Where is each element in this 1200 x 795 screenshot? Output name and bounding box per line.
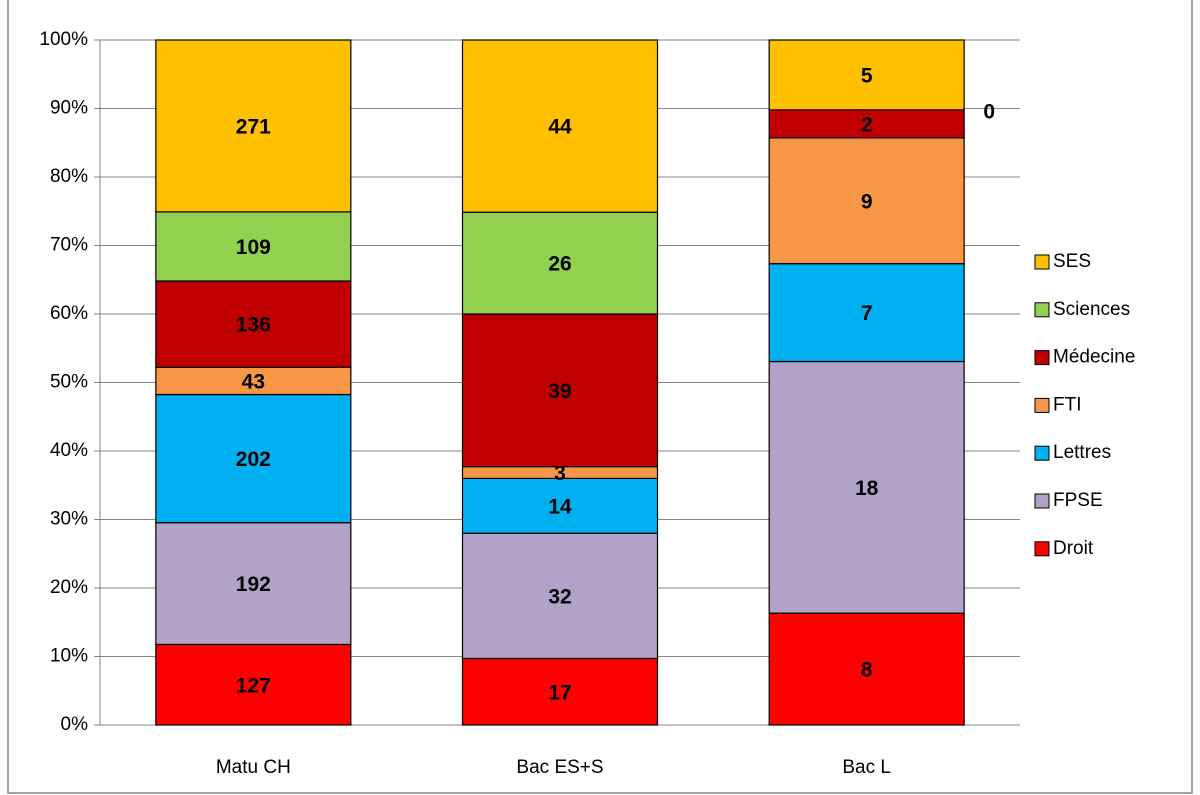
legend-label: SES (1053, 251, 1091, 272)
data-label: 18 (855, 477, 879, 500)
bar-segment (461, 532, 659, 660)
data-label: 32 (548, 585, 571, 608)
bar-segment (461, 39, 659, 213)
bar-segment (768, 137, 965, 265)
data-label: 136 (236, 314, 271, 337)
y-tick-label: 70% (50, 235, 88, 256)
data-label: 39 (548, 380, 571, 403)
data-label: 26 (548, 253, 571, 276)
data-label: 43 (242, 370, 265, 393)
data-label: 3 (554, 462, 566, 485)
legend-swatch (1034, 254, 1050, 270)
bar-segment (155, 211, 352, 282)
data-label: 0 (983, 100, 995, 123)
legend-swatch (1034, 302, 1050, 318)
legend-label: FTI (1053, 394, 1082, 415)
y-tick-label: 90% (50, 98, 88, 119)
x-tick-label: Matu CH (216, 757, 291, 778)
x-tick-label: Bac ES+S (516, 757, 603, 778)
y-tick-label: 100% (39, 29, 88, 50)
bar-segment (155, 393, 352, 524)
legend-label: Médecine (1053, 347, 1135, 368)
legend-label: FPSE (1053, 490, 1103, 511)
bar-segment (461, 211, 659, 315)
x-tick-label: Bac L (842, 757, 891, 778)
bar-segment (768, 612, 965, 726)
y-tick-label: 50% (50, 372, 88, 393)
data-label: 8 (861, 659, 873, 682)
legend-swatch (1034, 445, 1050, 461)
data-label: 5 (861, 64, 873, 87)
legend-label: Sciences (1053, 299, 1130, 320)
data-label: 9 (861, 190, 873, 213)
bar-segment (768, 39, 965, 111)
y-tick-label: 30% (50, 509, 88, 530)
bar-segment (768, 109, 965, 139)
bar-segment (461, 657, 659, 726)
data-label: 17 (548, 681, 571, 704)
legend-label: Lettres (1053, 442, 1111, 463)
legend-label: Droit (1053, 538, 1094, 559)
bar-segment (461, 477, 659, 534)
chart-border (7, 0, 1193, 794)
data-label: 127 (236, 674, 271, 697)
y-tick-label: 20% (50, 577, 88, 598)
y-tick-label: 80% (50, 166, 88, 187)
data-label: 271 (236, 115, 271, 138)
y-tick-label: 60% (50, 303, 88, 324)
data-label: 7 (861, 302, 873, 325)
y-tick-label: 10% (50, 646, 88, 667)
y-tick-label: 40% (50, 440, 88, 461)
bar-segment (768, 360, 965, 614)
data-label: 192 (236, 573, 271, 596)
data-label: 109 (236, 236, 271, 259)
bar-segment (461, 313, 659, 468)
y-tick-label: 0% (61, 714, 89, 735)
bar-segment (155, 522, 352, 646)
data-label: 2 (861, 113, 873, 136)
data-label: 14 (548, 495, 572, 518)
bar-segment (155, 280, 352, 368)
legend-swatch (1034, 541, 1050, 557)
legend-swatch (1034, 397, 1050, 413)
legend-swatch (1034, 350, 1050, 366)
legend-swatch (1034, 493, 1050, 509)
data-label: 44 (548, 116, 572, 139)
bar-segment (155, 643, 352, 726)
bar-segment (155, 39, 352, 213)
data-label: 202 (236, 448, 271, 471)
